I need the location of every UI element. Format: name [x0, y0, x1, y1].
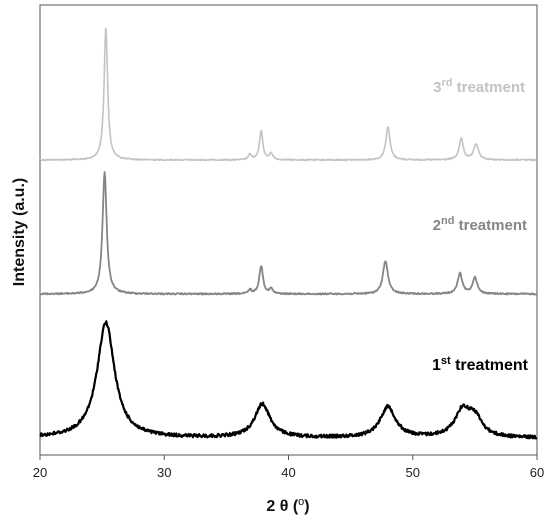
x-tick-label: 30	[157, 465, 171, 480]
x-tick-label: 40	[281, 465, 295, 480]
series-line-3	[39, 27, 538, 162]
series-label-1: 1st treatment	[432, 355, 529, 374]
series-label-3: 3rd treatment	[433, 77, 525, 96]
series-line-2	[39, 171, 538, 296]
x-tick-label: 50	[406, 465, 420, 480]
x-tick-label: 20	[33, 465, 47, 480]
series-label-2: 2nd treatment	[433, 215, 527, 234]
x-tick-label: 60	[530, 465, 544, 480]
series-line-1	[39, 320, 538, 440]
x-axis-title: 2 θ (o)	[266, 496, 309, 515]
series-traces	[39, 27, 538, 440]
x-axis-ticks: 20 30 40 50 60	[33, 455, 544, 480]
y-axis-title: Intensity (a.u.)	[11, 178, 28, 286]
